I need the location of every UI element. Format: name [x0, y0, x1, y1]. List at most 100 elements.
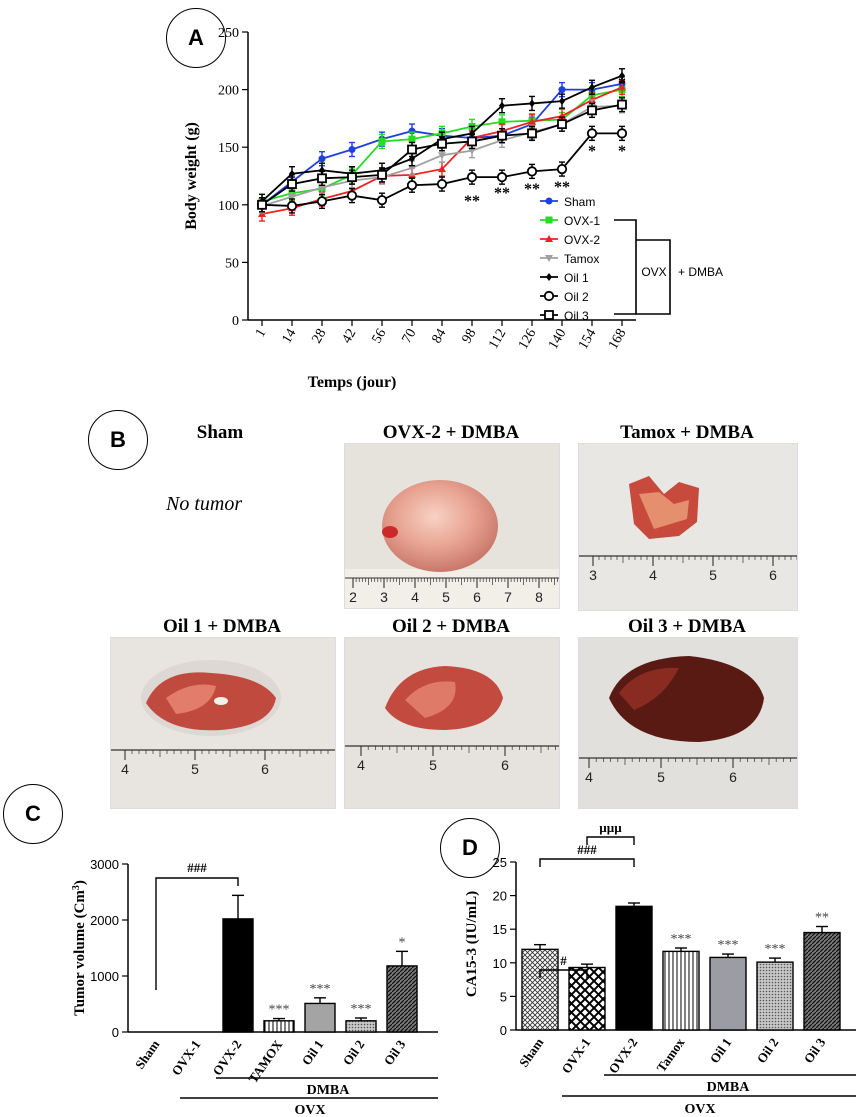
bracket-ovx1-ovx2	[586, 836, 635, 845]
y-axis-label-text: Tumor volume (Cm	[72, 890, 88, 1016]
photo-oil3-image: 4 5 6	[579, 638, 797, 808]
significance-mark: **	[815, 911, 829, 926]
photo-ovx2-image: 2 3 4 5 6 7 8	[345, 444, 559, 608]
y-tick-label: 2000	[90, 913, 119, 928]
marker	[589, 83, 595, 92]
marker	[287, 179, 297, 189]
marker	[317, 173, 327, 184]
marker	[288, 193, 296, 201]
marker	[529, 99, 535, 108]
y-tick-label: 25	[493, 855, 507, 870]
significance-mark: ***	[310, 982, 331, 997]
photo-title-oil3: Oil 3 + DMBA	[628, 616, 746, 637]
marker	[346, 190, 358, 201]
legend-label: OVX-2	[564, 233, 600, 247]
legend-label: Tamox	[564, 252, 599, 266]
marker	[617, 99, 627, 110]
ruler-ovx2: 2 3 4 5 6 7 8	[349, 578, 558, 605]
bracket-ovx	[614, 219, 637, 315]
ruler-label: 6	[729, 769, 737, 785]
marker	[543, 290, 555, 302]
bar-sham	[521, 948, 559, 1031]
ruler-label: 6	[769, 567, 777, 583]
significance-mark: *	[399, 935, 406, 950]
series-oil-3	[257, 96, 627, 213]
photo-oil3: 4 5 6	[578, 637, 798, 809]
significance-mark: **	[554, 179, 570, 196]
marker	[499, 101, 505, 110]
x-tick-label: OVX-2	[605, 1035, 640, 1076]
ruler-label: 5	[657, 769, 665, 785]
marker	[557, 119, 567, 130]
ruler-label: 4	[357, 757, 365, 773]
significance-mark: ***	[351, 1002, 372, 1017]
y-axis-label-sup: 3	[71, 885, 82, 890]
y-axis-label: CA15-3 (IU/mL)	[464, 891, 480, 997]
x-tick-label: Oil 2	[340, 1037, 368, 1068]
x-tick-label: Oil 2	[754, 1035, 782, 1066]
marker	[556, 163, 568, 175]
bar-ovx-2	[615, 905, 653, 1031]
marker	[316, 196, 328, 207]
marker	[377, 169, 387, 180]
y-tick-label: 3000	[90, 857, 119, 872]
marker	[438, 152, 446, 160]
bar-oil-1	[304, 1002, 336, 1033]
marker	[437, 138, 447, 149]
bracket-sham-ovx1	[539, 969, 588, 978]
bar-oil-3	[803, 931, 841, 1031]
x-tick-label: 168	[606, 327, 629, 353]
photo-ovx2: 2 3 4 5 6 7 8	[344, 443, 560, 609]
ruler-label: 3	[589, 567, 597, 583]
group-label-ovx: OVX	[684, 1102, 715, 1117]
legend-brackets: OVX + DMBA	[614, 219, 723, 315]
ruler-label: 4	[585, 769, 593, 785]
ruler-oil3: 4 5 6	[585, 758, 791, 785]
x-tick-label: Sham	[132, 1037, 163, 1072]
panel-label-b: B	[88, 410, 148, 470]
x-tick-label: Oil 3	[381, 1037, 409, 1068]
x-axis-label: Temps (jour)	[308, 374, 397, 391]
group-label-ovx: OVX	[294, 1103, 325, 1117]
marker	[378, 137, 386, 145]
marker	[527, 128, 537, 139]
x-tick-label: 14	[279, 327, 299, 347]
x-tick-label: 70	[399, 327, 419, 347]
legend-label: Oil 3	[564, 309, 589, 323]
photo-oil2: 4 5 6	[344, 637, 560, 809]
significance-mark: **	[494, 185, 510, 202]
y-tick-label: 20	[493, 889, 507, 904]
marker	[587, 105, 597, 116]
ruler-label: 5	[191, 761, 199, 777]
tumor-oil1	[146, 672, 276, 731]
marker	[546, 273, 552, 281]
no-tumor-note: No tumor	[166, 493, 243, 515]
marker	[544, 310, 554, 320]
marker	[497, 130, 507, 141]
marker	[407, 144, 417, 155]
x-tick-label: 140	[546, 327, 569, 353]
marker	[545, 216, 553, 224]
legend-label: Oil 1	[564, 271, 589, 285]
marker	[469, 129, 475, 138]
bar-tamox	[662, 950, 700, 1031]
photo-oil1: 4 5 6	[110, 637, 336, 809]
bracket-dmba	[636, 239, 671, 315]
ruler-label: 6	[261, 761, 269, 777]
panel-label-a: A	[166, 8, 226, 68]
bracket-label: #	[560, 953, 567, 968]
x-tick-label: 28	[309, 327, 329, 347]
group-label-dmba: + DMBA	[678, 265, 723, 279]
bracket-label-bg	[640, 262, 668, 282]
marker	[289, 169, 295, 178]
marker	[318, 155, 326, 163]
panel-label-d: D	[440, 818, 500, 878]
marker	[619, 71, 625, 80]
marker	[616, 128, 628, 139]
ruler-label: 8	[535, 589, 543, 605]
ruler-label: 4	[121, 761, 129, 777]
y-tick-label: 50	[225, 256, 239, 271]
x-tick-label: 112	[486, 327, 509, 352]
group-label-ovx: OVX	[641, 265, 666, 279]
